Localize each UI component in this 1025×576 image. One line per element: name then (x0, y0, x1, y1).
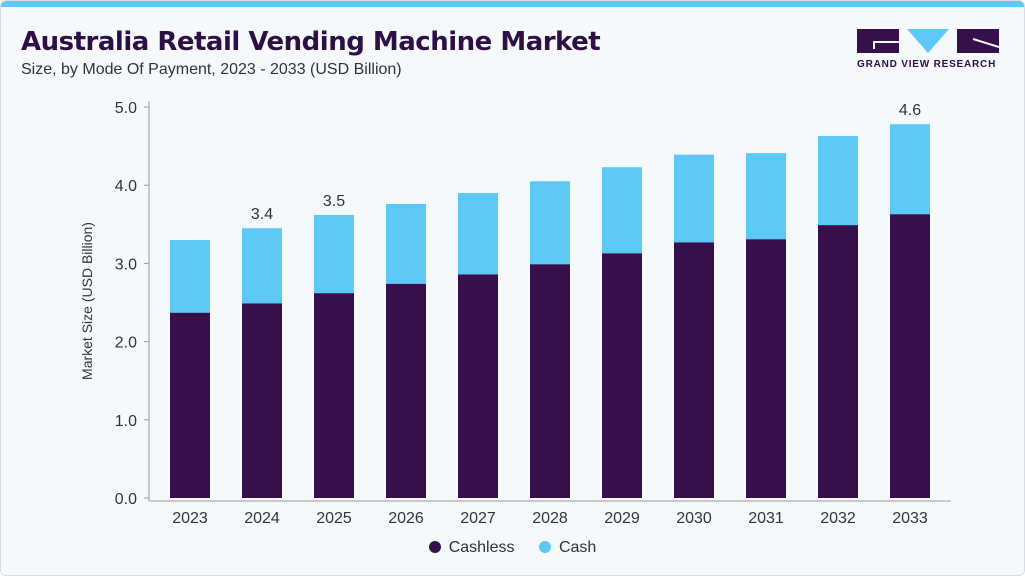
y-tick-label: 4.0 (115, 178, 137, 195)
x-tick-label: 2023 (172, 510, 208, 527)
y-tick-label: 0.0 (115, 491, 137, 508)
x-tick-label: 2033 (892, 510, 928, 527)
bar-cash-2032 (818, 135, 858, 226)
bar-cash-2030 (674, 154, 714, 243)
bar-cashless-2029 (602, 253, 642, 498)
bar-cashless-2027 (458, 274, 498, 498)
y-axis-label: Market Size (USD Billion) (79, 222, 95, 380)
legend-swatch (538, 541, 551, 553)
accent-bar (1, 1, 1024, 7)
chart-title: Australia Retail Vending Machine Market (21, 27, 601, 57)
legend-label: Cash (558, 539, 597, 556)
x-tick-label: 2030 (676, 510, 712, 527)
y-tick-label: 1.0 (115, 413, 137, 430)
x-tick-label: 2028 (532, 510, 568, 527)
bar-cashless-2023 (170, 312, 210, 498)
bar-cash-2027 (458, 193, 498, 275)
bar-cashless-2031 (746, 239, 786, 498)
legend-swatch (428, 541, 441, 553)
x-tick-label: 2027 (460, 510, 496, 527)
bar-cashless-2033 (890, 214, 930, 498)
chart-subtitle: Size, by Mode Of Payment, 2023 - 2033 (U… (21, 61, 402, 78)
x-tick-label: 2031 (748, 510, 784, 527)
bar-cashless-2026 (386, 283, 426, 498)
data-label: 3.5 (323, 193, 345, 210)
bar-cashless-2030 (674, 242, 714, 498)
x-tick-label: 2032 (820, 510, 856, 527)
y-tick-label: 2.0 (115, 335, 137, 352)
bar-cash-2031 (746, 153, 786, 240)
legend-item-cash: Cash (538, 539, 597, 556)
data-label: 4.6 (899, 102, 921, 119)
legend-item-cashless: Cashless (428, 539, 515, 556)
bar-cashless-2024 (242, 303, 282, 498)
bar-cash-2025 (314, 214, 354, 294)
x-tick-label: 2029 (604, 510, 640, 527)
bar-cashless-2032 (818, 225, 858, 498)
bar-cash-2029 (602, 167, 642, 254)
legend-label: Cashless (448, 539, 515, 556)
grand-view-research-logo (857, 29, 999, 53)
bar-cash-2033 (890, 124, 930, 215)
x-tick-label: 2026 (388, 510, 424, 527)
x-tick-label: 2025 (316, 510, 352, 527)
y-tick-label: 5.0 (115, 100, 137, 117)
logo-text: GRAND VIEW RESEARCH (857, 59, 997, 70)
bar-cash-2024 (242, 228, 282, 304)
bar-cash-2028 (530, 181, 570, 265)
bar-cashless-2028 (530, 264, 570, 498)
bar-cash-2023 (170, 239, 210, 313)
x-tick-label: 2024 (244, 510, 280, 527)
data-label: 3.4 (251, 206, 273, 223)
bar-cash-2026 (386, 203, 426, 284)
y-tick-label: 3.0 (115, 256, 137, 273)
legend: Cashless Cash (1, 539, 1024, 557)
bar-cashless-2025 (314, 293, 354, 498)
